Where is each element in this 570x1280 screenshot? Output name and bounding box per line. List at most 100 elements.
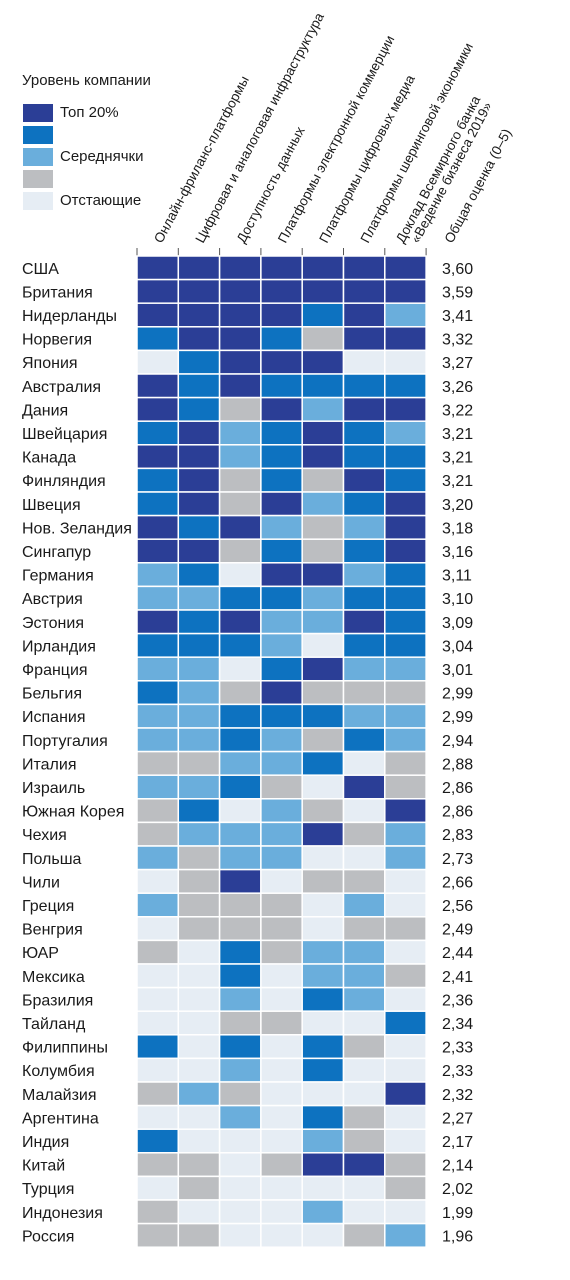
heatmap-cell (136, 538, 180, 564)
heatmap-cell (260, 562, 303, 588)
heatmap-cell (177, 750, 221, 776)
row-label: Филиппины (22, 1040, 108, 1057)
heatmap-cell (136, 845, 180, 871)
score-value: 1,96 (442, 1228, 473, 1245)
heatmap-cell (342, 1010, 386, 1036)
heatmap-cell (260, 798, 303, 824)
heatmap-cell (218, 1104, 262, 1130)
score-value: 3,18 (442, 520, 473, 537)
legend-swatch (22, 191, 54, 211)
heatmap-cell (260, 420, 303, 446)
row-label: Бразилия (22, 992, 93, 1009)
heatmap-cell (260, 1057, 303, 1083)
heatmap-cell (260, 491, 303, 517)
heatmap-cell (384, 656, 427, 682)
heatmap-cell (136, 1222, 180, 1248)
heatmap-cell (384, 963, 427, 989)
heatmap-cell (136, 1175, 180, 1201)
heatmap-cell (301, 1034, 345, 1060)
heatmap-cell (260, 396, 303, 422)
row-label: Южная Корея (22, 804, 124, 821)
heatmap-cell (384, 326, 427, 352)
row-label: Португалия (22, 733, 108, 750)
heatmap-cell (177, 892, 221, 918)
heatmap-cell (342, 349, 386, 375)
heatmap-cell (301, 1104, 345, 1130)
heatmap-cell (301, 774, 345, 800)
heatmap-cell (342, 656, 386, 682)
score-value: 3,26 (442, 379, 473, 396)
heatmap-cell (384, 255, 427, 281)
row-label: Дания (22, 402, 68, 419)
heatmap-cell (177, 1057, 221, 1083)
heatmap-cell (177, 444, 221, 470)
heatmap-cell (177, 278, 221, 304)
heatmap-cell (260, 349, 303, 375)
heatmap-cell (384, 278, 427, 304)
heatmap-cell (260, 632, 303, 658)
heatmap-cell (218, 703, 262, 729)
heatmap-cell (384, 680, 427, 706)
heatmap-cell (136, 986, 180, 1012)
row-label: Австрия (22, 591, 83, 608)
heatmap-cell (136, 514, 180, 540)
heatmap-cell (384, 845, 427, 871)
heatmap-cell (342, 444, 386, 470)
heatmap-cell (218, 821, 262, 847)
heatmap-cell (260, 868, 303, 894)
legend-label: Топ 20% (60, 104, 119, 121)
row-label: Венгрия (22, 922, 83, 939)
heatmap-cell (342, 1175, 386, 1201)
heatmap-cell (177, 609, 221, 635)
heatmap-cell (384, 892, 427, 918)
score-value: 2,17 (442, 1134, 473, 1151)
heatmap-cell (301, 491, 345, 517)
heatmap-cell (342, 821, 386, 847)
score-value: 2,86 (442, 804, 473, 821)
heatmap-cell (301, 444, 345, 470)
heatmap-cell (301, 326, 345, 352)
heatmap-cell (136, 373, 180, 399)
heatmap-cell (177, 1222, 221, 1248)
score-value: 2,33 (442, 1063, 473, 1080)
heatmap-cell (260, 255, 303, 281)
heatmap-cell (218, 609, 262, 635)
score-value: 3,10 (442, 591, 473, 608)
score-value: 3,04 (442, 638, 473, 655)
heatmap-cell (301, 821, 345, 847)
heatmap-cell (218, 750, 262, 776)
row-label: США (22, 261, 59, 278)
heatmap-cell (301, 514, 345, 540)
heatmap-cell (260, 609, 303, 635)
heatmap-cell (177, 727, 221, 753)
heatmap-cell (177, 396, 221, 422)
legend-label: Отстающие (60, 192, 142, 209)
heatmap-cell (260, 727, 303, 753)
heatmap-cell (342, 963, 386, 989)
score-value: 3,20 (442, 497, 473, 514)
heatmap-cell (218, 680, 262, 706)
heatmap-cell (384, 396, 427, 422)
row-label: Чехия (22, 827, 67, 844)
row-label: Норвегия (22, 332, 92, 349)
heatmap-cell (136, 821, 180, 847)
heatmap-cell (301, 750, 345, 776)
heatmap-cell (136, 302, 180, 328)
row-label: Греция (22, 898, 74, 915)
heatmap-cell (136, 1199, 180, 1225)
heatmap-cell (218, 798, 262, 824)
heatmap-cell (218, 1010, 262, 1036)
heatmap-cell (260, 821, 303, 847)
heatmap-cell (136, 609, 180, 635)
legend-label: Середнячки (60, 148, 144, 165)
row-label: Чили (22, 874, 60, 891)
heatmap-cell (384, 1128, 427, 1154)
heatmap-cell (301, 373, 345, 399)
score-value: 2,99 (442, 709, 473, 726)
heatmap-cell (177, 703, 221, 729)
heatmap-cell (136, 467, 180, 493)
row-label: Сингапур (22, 544, 91, 561)
heatmap-cell (218, 892, 262, 918)
heatmap-cell (136, 963, 180, 989)
heatmap-cell (218, 939, 262, 965)
